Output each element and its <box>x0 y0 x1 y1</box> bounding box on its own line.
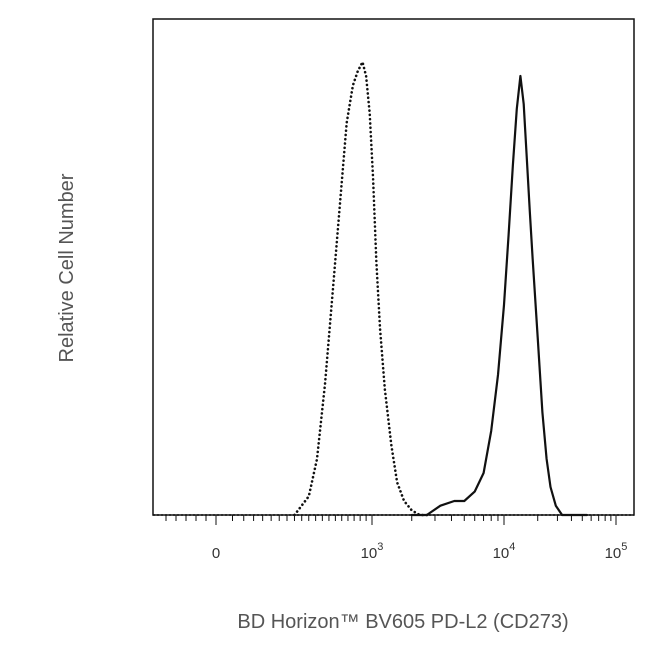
stained-histogram-line <box>410 74 589 517</box>
x-tick-label: 104 <box>493 541 516 562</box>
y-axis-title: Relative Cell Number <box>56 173 78 362</box>
x-tick-label: 105 <box>605 541 628 562</box>
control-histogram-line <box>293 60 431 517</box>
x-minor-ticks <box>165 515 617 525</box>
plot-frame <box>152 18 635 516</box>
x-axis-title: BD Horizon™ BV605 PD-L2 (CD273) <box>237 611 568 633</box>
series-layer <box>153 60 634 517</box>
x-tick-label: 0 <box>212 545 220 562</box>
x-tick-labels: 0 103 104 105 <box>212 541 628 562</box>
x-tick-label: 103 <box>361 541 384 562</box>
